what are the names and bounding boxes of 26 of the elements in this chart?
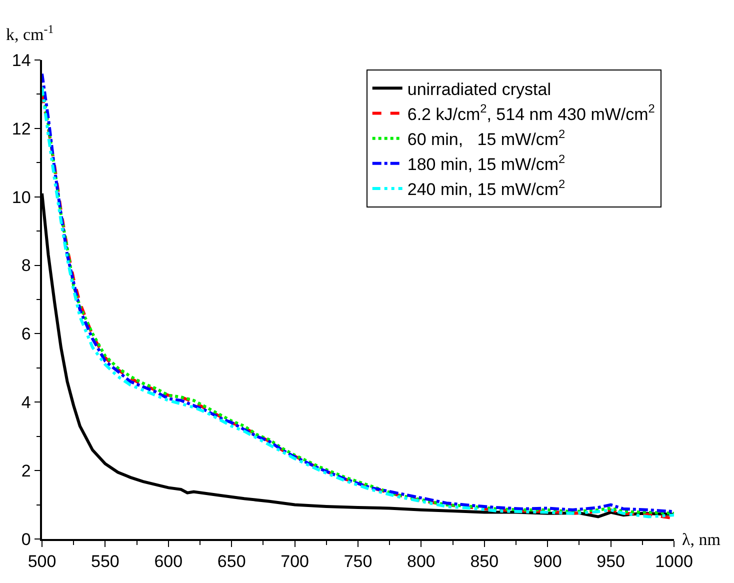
- legend-label: 240 min, 15 mW/cm$^{2}$: [407, 177, 566, 200]
- x-tick-label: 950: [596, 552, 625, 572]
- y-tick-label: 8: [21, 256, 31, 276]
- y-tick-label: 4: [21, 393, 31, 412]
- y-tick-label: 6: [21, 324, 31, 344]
- x-tick-label: 700: [280, 552, 309, 572]
- x-tick-label: 500: [28, 552, 56, 572]
- legend-label: unirradiated crystal: [407, 80, 551, 99]
- x-tick-label: 850: [470, 552, 499, 572]
- x-axis-title: λ, nm: [682, 530, 720, 549]
- y-tick-label: 12: [12, 119, 31, 138]
- x-tick-label: 800: [407, 552, 436, 572]
- legend-label: 180 min, 15 mW/cm$^{2}$: [407, 152, 566, 174]
- legend-label: 60 min, 15 mW/cm$^{2}$: [407, 126, 566, 149]
- y-tick-label: 10: [12, 188, 31, 207]
- x-tick-label: 550: [91, 552, 120, 572]
- x-tick-label: 1000: [655, 552, 693, 572]
- x-tick-label: 650: [217, 552, 246, 572]
- legend-label: 6.2 kJ/cm$^{2}$, 514 nm 430 mW/cm$^{2}$: [407, 102, 656, 124]
- y-axis-title: k, cm$^{-1}$: [6, 22, 54, 44]
- y-tick-label: 0: [21, 530, 31, 549]
- x-tick-label: 600: [154, 552, 183, 572]
- y-tick-label: 2: [21, 462, 31, 481]
- x-tick-label: 750: [344, 552, 372, 572]
- y-tick-label: 14: [12, 50, 31, 70]
- x-tick-label: 900: [533, 552, 562, 572]
